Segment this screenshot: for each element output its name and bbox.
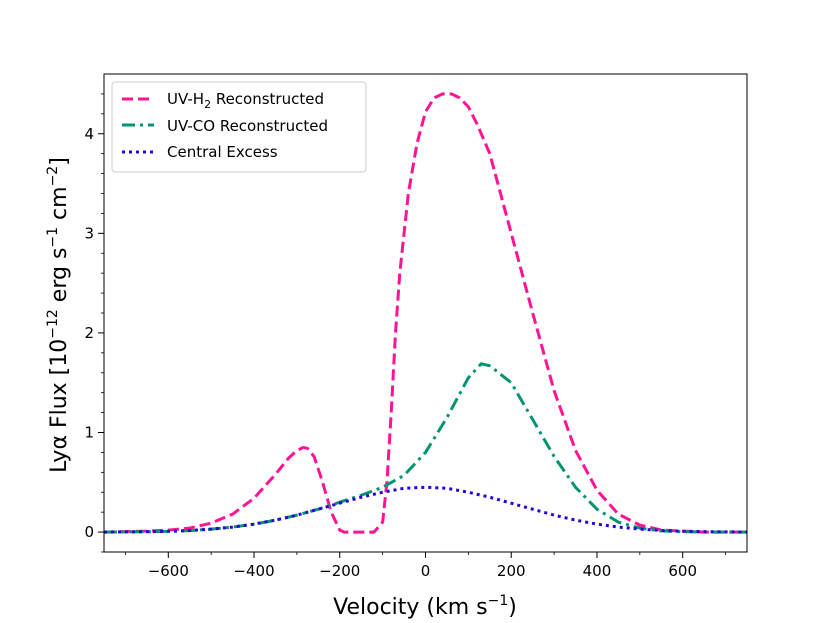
series-line-uv-co-reconstructed [104, 362, 747, 534]
y-axis-title: Lyα Flux [10−12 erg s−1 cm−2] [45, 157, 72, 473]
x-tick-label: 600 [668, 562, 697, 580]
legend-label-uv-h2: UV-H2 Reconstructed [167, 90, 324, 111]
series-line-central-excess [104, 485, 747, 534]
series-line-uv-h2-reconstructed [104, 92, 747, 534]
y-tick-label: 2 [84, 324, 94, 342]
x-tick-label: −600 [148, 562, 189, 580]
x-tick-label: 200 [497, 562, 526, 580]
x-tick-label: 400 [583, 562, 612, 580]
y-tick-label: 4 [84, 125, 94, 143]
legend-label-central-excess: Central Excess [167, 143, 278, 161]
x-tick-label: −400 [233, 562, 274, 580]
y-tick-label: 1 [84, 424, 94, 442]
legend: UV-H2 Reconstructed UV-CO Reconstructed … [111, 81, 367, 173]
axes: −600 −400 −200 0 200 400 600 0 1 2 3 4 [84, 73, 748, 580]
y-tick-label: 3 [84, 224, 94, 242]
x-axis-title: Velocity (km s−1) [333, 593, 517, 620]
x-tick-label: 0 [421, 562, 431, 580]
y-tick-label: 0 [84, 523, 94, 541]
plot-area [104, 92, 747, 534]
legend-label-uv-co: UV-CO Reconstructed [167, 117, 328, 135]
x-tick-label: −200 [319, 562, 360, 580]
legend-box [111, 81, 367, 173]
